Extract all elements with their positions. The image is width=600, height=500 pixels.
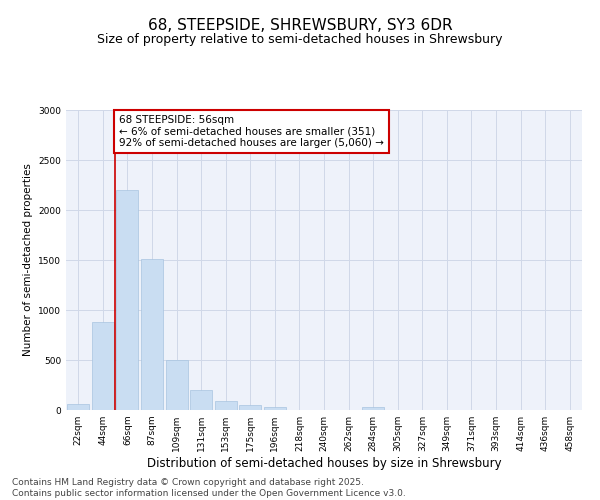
Text: Size of property relative to semi-detached houses in Shrewsbury: Size of property relative to semi-detach… bbox=[97, 32, 503, 46]
Text: Contains HM Land Registry data © Crown copyright and database right 2025.
Contai: Contains HM Land Registry data © Crown c… bbox=[12, 478, 406, 498]
Bar bbox=[190, 390, 212, 410]
Bar bbox=[67, 404, 89, 410]
Bar bbox=[141, 259, 163, 410]
X-axis label: Distribution of semi-detached houses by size in Shrewsbury: Distribution of semi-detached houses by … bbox=[146, 457, 502, 470]
Bar bbox=[92, 322, 114, 410]
Bar bbox=[264, 407, 286, 410]
Text: 68 STEEPSIDE: 56sqm
← 6% of semi-detached houses are smaller (351)
92% of semi-d: 68 STEEPSIDE: 56sqm ← 6% of semi-detache… bbox=[119, 115, 384, 148]
Bar bbox=[215, 400, 237, 410]
Bar bbox=[362, 407, 384, 410]
Bar bbox=[166, 360, 188, 410]
Y-axis label: Number of semi-detached properties: Number of semi-detached properties bbox=[23, 164, 32, 356]
Text: 68, STEEPSIDE, SHREWSBURY, SY3 6DR: 68, STEEPSIDE, SHREWSBURY, SY3 6DR bbox=[148, 18, 452, 32]
Bar bbox=[239, 404, 262, 410]
Bar bbox=[116, 190, 139, 410]
